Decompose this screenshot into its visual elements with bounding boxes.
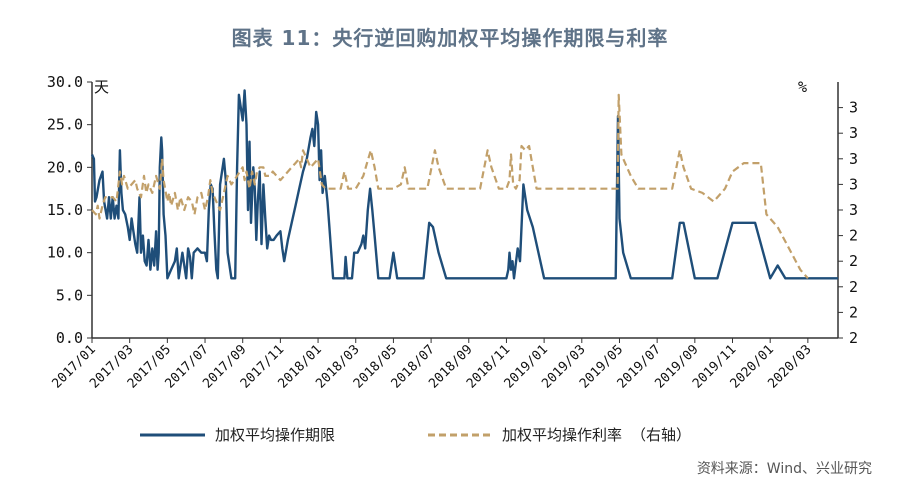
right-tick-label: 2	[849, 227, 858, 245]
series-line-rate	[91, 93, 809, 280]
x-axis-ticks: 2017/012017/032017/052017/072017/092017/…	[49, 338, 815, 392]
right-tick-label: 2	[849, 252, 858, 270]
right-axis-unit: %	[798, 78, 807, 96]
right-tick-label: 3	[849, 201, 858, 219]
right-tick-label: 3	[849, 99, 858, 117]
left-tick-label: 5.0	[56, 286, 83, 304]
left-tick-label: 10.0	[47, 244, 83, 262]
right-tick-label: 3	[849, 124, 858, 142]
left-axis-unit: 天	[94, 78, 109, 96]
right-tick-label: 2	[849, 329, 858, 347]
series-layer	[90, 89, 838, 280]
left-tick-label: 30.0	[47, 73, 83, 91]
legend-label-tenor: 加权平均操作期限	[215, 426, 335, 444]
left-tick-label: 25.0	[47, 116, 83, 134]
left-axis-ticks: 0.0 5.0 10.0 15.0 20.0 25.0 30.0	[47, 73, 92, 347]
left-tick-label: 20.0	[47, 158, 83, 176]
right-tick-label: 2	[849, 303, 858, 321]
source-note: 资料来源：Wind、兴业研究	[696, 461, 872, 477]
series-line-tenor	[90, 89, 838, 280]
plot-frame	[91, 82, 839, 339]
left-tick-label: 0.0	[56, 329, 83, 347]
left-tick-label: 15.0	[47, 201, 83, 219]
right-tick-label: 2	[849, 278, 858, 296]
chart-title: 图表 11：央行逆回购加权平均操作期限与利率	[231, 26, 669, 50]
legend-label-rate: 加权平均操作利率 （右轴）	[502, 426, 691, 444]
right-axis-ticks: 2 2 2 2 2 3 3 3 3 3	[838, 99, 858, 347]
right-tick-label: 3	[849, 150, 858, 168]
legend: 加权平均操作期限 加权平均操作利率 （右轴）	[140, 426, 691, 444]
right-tick-label: 3	[849, 175, 858, 193]
